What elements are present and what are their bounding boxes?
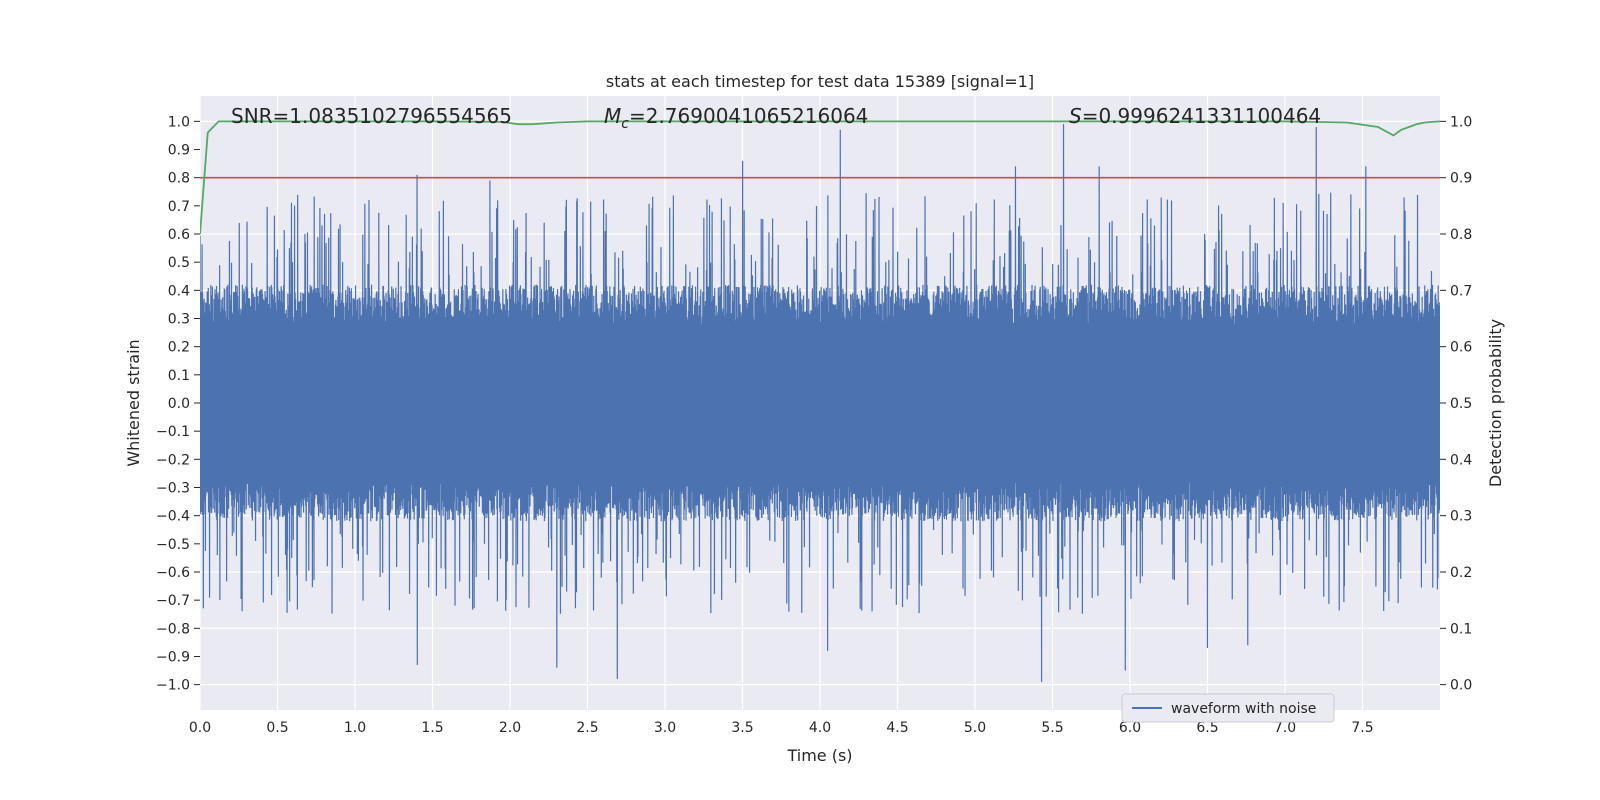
y-axis-label-right: Detection probability: [1486, 319, 1505, 487]
legend-label: waveform with noise: [1171, 701, 1316, 717]
y-left-tick-label: −0.8: [156, 621, 190, 637]
y-left-tick-label: 0.3: [168, 312, 190, 328]
x-tick-label: 4.5: [886, 720, 908, 736]
y-right-tick-label: 0.3: [1450, 509, 1472, 525]
y-right-tick-label: 0.9: [1450, 171, 1472, 187]
y-right-tick-label: 0.2: [1450, 565, 1472, 581]
x-tick-label: 1.0: [344, 720, 366, 736]
y-left-tick-label: −0.5: [156, 537, 190, 553]
mc-subscript: c: [621, 116, 629, 132]
mc-annotation: Mc=2.7690041065216064: [604, 104, 868, 132]
mc-value: =2.7690041065216064: [629, 104, 868, 128]
y-left-tick-label: 0.6: [168, 227, 190, 243]
x-tick-label: 6.0: [1119, 720, 1141, 736]
x-tick-label: 1.5: [421, 720, 443, 736]
y-left-tick-label: 0.2: [168, 340, 190, 356]
y-left-tick-label: 0.7: [168, 199, 190, 215]
x-tick-label: 0.5: [266, 720, 288, 736]
chart-title: stats at each timestep for test data 153…: [606, 72, 1034, 91]
x-tick-label: 0.0: [189, 720, 211, 736]
detection-probability-line: [200, 120, 1440, 235]
y-left-tick-label: 0.0: [168, 396, 190, 412]
y-right-tick-label: 1.0: [1450, 114, 1472, 130]
y-left-tick-label: 1.0: [168, 114, 190, 130]
y-left-tick-label: −0.9: [156, 649, 190, 665]
y-left-tick-label: −0.2: [156, 452, 190, 468]
y-left-tick-label: 0.1: [168, 368, 190, 384]
y-left-tick-label: −0.4: [156, 509, 190, 525]
y-right-tick-label: 0.0: [1450, 678, 1472, 694]
ticks: 0.0 0.5 1.0 1.5 2.0 2.5 3.0 3.5 4.0 4.5 5.0 5.5 6.0 6…: [156, 114, 1472, 736]
y-left-tick-label: 0.5: [168, 255, 190, 271]
y-left-tick-label: −0.3: [156, 480, 190, 496]
s-symbol: S: [1069, 104, 1082, 128]
x-tick-label: 7.5: [1351, 720, 1373, 736]
x-axis-label: Time (s): [786, 746, 852, 765]
x-tick-label: 3.5: [731, 720, 753, 736]
y-left-tick-label: −0.1: [156, 424, 190, 440]
x-tick-label: 5.0: [964, 720, 986, 736]
mc-symbol: M: [604, 104, 621, 128]
y-left-tick-label: 0.4: [168, 283, 190, 299]
y-left-tick-label: 0.8: [168, 171, 190, 187]
s-annotation: S=0.9996241331100464: [1069, 104, 1321, 128]
y-axis-label-left: Whitened strain: [124, 339, 143, 466]
legend: waveform with noise: [1121, 693, 1335, 723]
x-tick-label: 3.0: [654, 720, 676, 736]
y-right-tick-label: 0.6: [1450, 340, 1472, 356]
waveform-series-line: [200, 124, 1440, 682]
y-left-tick-label: 0.9: [168, 143, 190, 159]
y-right-tick-label: 0.5: [1450, 396, 1472, 412]
data-layer: [200, 120, 1440, 682]
x-tick-label: 2.5: [576, 720, 598, 736]
y-right-tick-label: 0.8: [1450, 227, 1472, 243]
x-tick-label: 6.5: [1196, 720, 1218, 736]
s-value: =0.9996241331100464: [1082, 104, 1321, 128]
y-right-tick-label: 0.1: [1450, 621, 1472, 637]
y-left-tick-label: −0.6: [156, 565, 190, 581]
snr-annotation: SNR=1.0835102796554565: [231, 104, 512, 128]
x-tick-label: 4.0: [809, 720, 831, 736]
x-tick-label: 2.0: [499, 720, 521, 736]
x-tick-label: 7.0: [1274, 720, 1296, 736]
y-left-tick-label: −0.7: [156, 593, 190, 609]
x-tick-label: 5.5: [1041, 720, 1063, 736]
y-right-tick-label: 0.7: [1450, 283, 1472, 299]
legend-box: [1121, 693, 1335, 723]
y-left-tick-label: −1.0: [156, 678, 190, 694]
y-right-tick-label: 0.4: [1450, 452, 1472, 468]
